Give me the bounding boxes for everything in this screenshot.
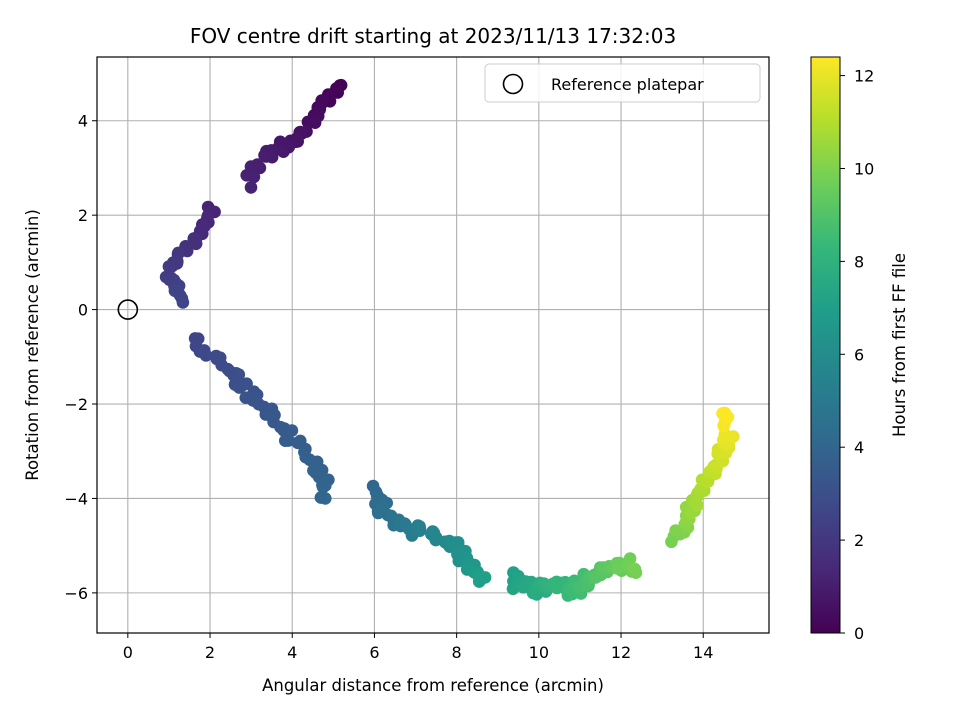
colorbar-ticks: 0 2 4 6 8 10 12 — [840, 67, 874, 643]
x-tick-label: 12 — [611, 643, 631, 662]
scatter-point — [250, 388, 264, 402]
scatter-point — [285, 424, 299, 437]
scatter-point — [413, 520, 426, 533]
colorbar-tick-label: 10 — [854, 159, 874, 178]
legend: Reference platepar — [484, 63, 761, 103]
colorbar — [810, 56, 841, 634]
scatter-point — [290, 132, 303, 145]
scatter-point — [308, 116, 322, 129]
y-tick-label: −4 — [64, 489, 88, 508]
legend-entry-reference: Reference platepar — [551, 75, 704, 94]
scatter-point — [716, 407, 729, 420]
scatter-point — [376, 501, 389, 514]
x-tick-label: 14 — [693, 643, 713, 662]
scatter-point — [232, 368, 246, 381]
colorbar-tick-label: 12 — [854, 67, 874, 86]
scatter-point — [316, 480, 330, 494]
plot-frame — [96, 56, 770, 634]
scatter-point — [691, 499, 704, 512]
y-axis-ticks: −6 −4 −2 0 2 4 — [64, 112, 97, 603]
scatter-point — [258, 149, 271, 162]
scatter-point — [478, 571, 492, 584]
scatter-point — [187, 233, 201, 246]
colorbar-tick-label: 8 — [854, 252, 864, 271]
x-axis-ticks: 0 2 4 6 8 10 12 14 — [123, 633, 713, 662]
scatter-point — [244, 181, 258, 194]
scatter-point — [240, 377, 253, 391]
scatter-point — [669, 524, 682, 537]
x-tick-label: 10 — [529, 643, 549, 662]
x-tick-label: 6 — [369, 643, 379, 662]
colorbar-label: Hours from first FF file — [890, 253, 909, 437]
colorbar-tick-label: 4 — [854, 438, 864, 457]
x-tick-label: 0 — [123, 643, 133, 662]
grid-lines — [97, 57, 769, 633]
y-tick-label: −6 — [64, 584, 88, 603]
scatter-point — [701, 475, 715, 489]
colorbar-tick-label: 6 — [854, 345, 864, 364]
chart-title: FOV centre drift starting at 2023/11/13 … — [190, 24, 676, 48]
scatter-point — [611, 562, 624, 575]
scatter-points — [159, 78, 740, 602]
x-axis-label: Angular distance from reference (arcmin) — [262, 676, 604, 695]
y-tick-label: 0 — [78, 301, 88, 320]
reference-platepar-marker — [117, 299, 139, 320]
x-tick-label: 4 — [287, 643, 297, 662]
y-tick-label: −2 — [64, 395, 88, 414]
legend-marker-icon — [502, 73, 524, 95]
scatter-point — [176, 296, 190, 309]
scatter-point — [240, 169, 253, 182]
x-tick-label: 8 — [452, 643, 462, 662]
legend-box — [484, 63, 761, 103]
scatter-point — [314, 491, 328, 504]
y-tick-label: 2 — [78, 206, 88, 225]
colorbar-tick-label: 2 — [854, 531, 864, 550]
colorbar-tick-label: 0 — [854, 624, 864, 643]
scatter-point — [199, 349, 213, 362]
y-tick-label: 4 — [78, 112, 88, 131]
scatter-point — [628, 562, 641, 576]
scatter-point — [550, 581, 564, 595]
scatter-point — [162, 260, 176, 273]
y-axis-label: Rotation from reference (arcmin) — [23, 209, 42, 481]
x-tick-label: 2 — [205, 643, 215, 662]
